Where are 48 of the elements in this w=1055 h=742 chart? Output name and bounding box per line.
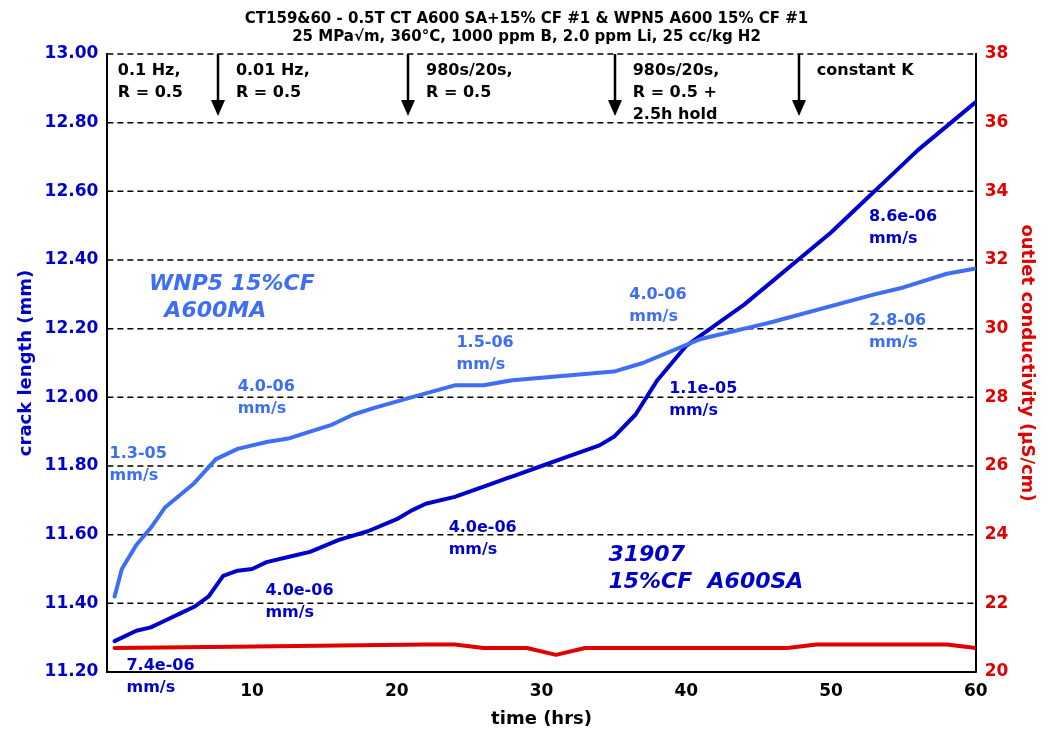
y-tick-label: 11.60 — [44, 523, 99, 544]
y-tick-label: 11.80 — [44, 454, 99, 475]
chart-subtitle: 25 MPa√m, 360°C, 1000 ppm B, 2.0 ppm Li, 25 cc/kg H2 — [292, 26, 761, 45]
annotation: 980s/20s, R = 0.5 + 2.5h hold — [632, 60, 720, 124]
y2-tick-label: 36 — [984, 111, 1009, 132]
x-tick-label: 30 — [529, 679, 554, 700]
x-tick-label: 10 — [240, 679, 265, 700]
x-axis-title: time (hrs) — [491, 706, 592, 728]
chart-title: CT159&60 - 0.5T CT A600 SA+15% CF #1 & WPN5 A600 15% CF #1 — [244, 8, 809, 27]
annotation: 1.3-05 mm/s — [109, 443, 167, 484]
y-tick-label: 12.20 — [44, 317, 99, 338]
y2-tick-label: 20 — [984, 660, 1009, 681]
y-tick-label: 11.40 — [44, 591, 99, 612]
annotation: constant K — [816, 60, 915, 80]
y2-tick-label: 28 — [984, 385, 1009, 406]
x-tick-label: 20 — [384, 679, 409, 700]
y2-tick-label: 22 — [984, 591, 1009, 612]
y-axis-title: crack length (mm) — [14, 269, 36, 457]
x-tick-label: 50 — [819, 679, 844, 700]
y2-tick-label: 24 — [984, 523, 1009, 544]
x-tick-label: 40 — [674, 679, 699, 700]
y-tick-label: 11.20 — [44, 660, 99, 681]
annotation: 0.01 Hz, R = 0.5 — [235, 60, 310, 102]
y2-tick-label: 38 — [984, 42, 1009, 63]
y-tick-label: 12.60 — [44, 179, 99, 200]
y-tick-label: 13.00 — [44, 42, 99, 63]
y2-tick-label: 26 — [984, 454, 1009, 475]
annotation: 4.0e-06 mm/s — [265, 580, 334, 622]
y2-axis-title: outlet conductivity (µS/cm) — [1017, 224, 1039, 502]
annotation: 1.1e-05 mm/s — [669, 378, 738, 420]
annotation: 7.4e-06 mm/s — [126, 654, 195, 696]
y-tick-label: 12.80 — [44, 111, 99, 132]
annotation: 0.1 Hz, R = 0.5 — [117, 60, 184, 102]
annotation: 8.6e-06 mm/s — [868, 205, 938, 247]
annotation: 1.5-06 mm/s — [456, 332, 514, 374]
y-tick-label: 12.00 — [44, 385, 99, 406]
y2-tick-label: 34 — [984, 179, 1009, 200]
y2-tick-label: 30 — [984, 317, 1009, 338]
annotation: 980s/20s, R = 0.5 — [426, 60, 513, 102]
y2-tick-label: 32 — [984, 248, 1009, 269]
annotation: 31907 15%CF A600SA — [608, 540, 804, 593]
annotation: 2.8-06 mm/s — [868, 309, 927, 351]
annotation: WNP5 15%CF A600MA — [149, 269, 315, 322]
annotation: 4.0-06 mm/s — [237, 376, 295, 418]
annotation: 4.0-06 mm/s — [629, 283, 687, 325]
x-tick-label: 60 — [963, 679, 988, 700]
annotation: 4.0e-06 mm/s — [448, 516, 517, 558]
y-tick-label: 12.40 — [44, 248, 99, 269]
